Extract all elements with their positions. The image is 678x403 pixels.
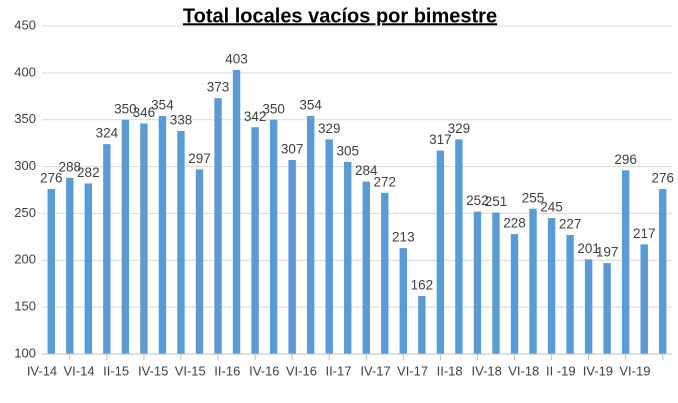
value-label: 272 bbox=[374, 174, 397, 189]
value-label: 354 bbox=[299, 98, 322, 113]
y-tick-label: 200 bbox=[14, 252, 36, 267]
bar bbox=[455, 139, 463, 354]
value-label: 282 bbox=[77, 165, 100, 180]
bar bbox=[399, 248, 408, 354]
value-label: 255 bbox=[522, 190, 545, 205]
value-label: 276 bbox=[40, 171, 63, 186]
y-tick-label: 300 bbox=[14, 158, 36, 173]
value-label: 213 bbox=[392, 230, 415, 245]
x-tick-label: II-18 bbox=[437, 363, 463, 378]
x-tick-label: II-15 bbox=[103, 363, 129, 378]
value-label: 162 bbox=[411, 277, 434, 292]
x-tick-label: VI-19 bbox=[619, 363, 650, 378]
x-tick-label: IV-18 bbox=[472, 363, 502, 378]
bar bbox=[84, 183, 93, 354]
value-label: 329 bbox=[448, 121, 471, 136]
bar bbox=[492, 212, 500, 354]
value-label: 252 bbox=[466, 193, 489, 208]
value-label: 307 bbox=[281, 142, 304, 157]
value-label: 373 bbox=[207, 80, 230, 95]
bar bbox=[232, 70, 241, 354]
value-label: 354 bbox=[151, 98, 174, 113]
y-tick-label: 400 bbox=[14, 64, 36, 79]
x-tick-label: IV-16 bbox=[249, 363, 279, 378]
bar bbox=[381, 192, 389, 354]
bar bbox=[621, 170, 630, 354]
x-tick-label: VI-18 bbox=[508, 363, 539, 378]
value-label: 297 bbox=[188, 151, 211, 166]
x-tick-label: VI-16 bbox=[286, 363, 317, 378]
bar bbox=[640, 244, 648, 354]
bar bbox=[362, 181, 370, 354]
value-label: 338 bbox=[170, 113, 193, 128]
bar bbox=[195, 169, 204, 354]
bar bbox=[344, 161, 352, 354]
bar bbox=[251, 127, 259, 354]
bar bbox=[121, 119, 130, 354]
bar bbox=[47, 189, 55, 354]
bar bbox=[158, 115, 167, 354]
value-label: 350 bbox=[114, 101, 137, 116]
x-tick-label: IV-14 bbox=[27, 363, 57, 378]
bar bbox=[436, 150, 445, 354]
value-label: 251 bbox=[485, 194, 508, 209]
bar bbox=[66, 177, 74, 354]
value-label: 350 bbox=[262, 101, 285, 116]
chart-title: Total locales vacíos por bimestre bbox=[183, 5, 497, 27]
y-tick-label: 250 bbox=[14, 205, 36, 220]
value-label: 403 bbox=[225, 52, 248, 67]
bar bbox=[140, 123, 148, 354]
bar bbox=[214, 98, 222, 354]
x-tick-label: VI-17 bbox=[397, 363, 428, 378]
value-label: 217 bbox=[633, 226, 656, 241]
y-tick-label: 150 bbox=[14, 299, 36, 314]
value-label: 346 bbox=[133, 105, 156, 120]
y-tick-label: 450 bbox=[14, 17, 36, 32]
bar bbox=[306, 115, 315, 354]
bar bbox=[269, 119, 278, 354]
value-label: 329 bbox=[318, 121, 341, 136]
value-label: 342 bbox=[244, 109, 267, 124]
y-tick-label: 100 bbox=[14, 345, 36, 360]
value-label: 227 bbox=[559, 217, 582, 232]
value-label: 228 bbox=[503, 216, 526, 231]
value-label: 296 bbox=[614, 152, 637, 167]
value-label: 324 bbox=[96, 126, 119, 141]
value-label: 284 bbox=[355, 163, 378, 178]
bar bbox=[510, 234, 519, 354]
bar bbox=[473, 211, 482, 354]
bar bbox=[584, 259, 593, 354]
value-label: 305 bbox=[336, 143, 359, 158]
bar bbox=[103, 144, 111, 354]
bar bbox=[603, 263, 611, 354]
value-label: 197 bbox=[596, 245, 619, 260]
bar bbox=[325, 139, 333, 354]
x-tick-label: IV-19 bbox=[583, 363, 613, 378]
value-label: 317 bbox=[429, 132, 452, 147]
value-label: 276 bbox=[651, 171, 674, 186]
value-label: 288 bbox=[59, 159, 82, 174]
bar bbox=[659, 189, 667, 354]
x-tick-label: II-17 bbox=[325, 363, 351, 378]
x-tick-label: IV-15 bbox=[138, 363, 168, 378]
bar bbox=[288, 160, 296, 354]
bar bbox=[566, 234, 574, 354]
value-label: 201 bbox=[577, 241, 600, 256]
value-label: 245 bbox=[540, 200, 563, 215]
x-tick-label: IV-17 bbox=[360, 363, 390, 378]
x-tick-label: II-16 bbox=[214, 363, 240, 378]
x-tick-label: VI-15 bbox=[175, 363, 206, 378]
bar bbox=[529, 208, 537, 354]
bar bbox=[177, 130, 185, 354]
x-tick-label: II -19 bbox=[546, 363, 576, 378]
bar bbox=[547, 218, 556, 354]
bar bbox=[418, 295, 426, 354]
x-tick-label: VI-14 bbox=[64, 363, 95, 378]
y-tick-label: 350 bbox=[14, 111, 36, 126]
